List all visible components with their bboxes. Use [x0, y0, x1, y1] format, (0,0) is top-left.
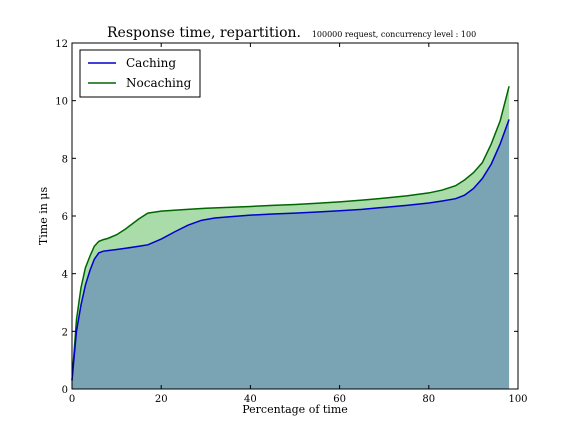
x-tick-label: 0 [69, 394, 75, 405]
y-tick-label: 6 [62, 212, 68, 223]
chart-subtitle: 100000 request, concurrency level : 100 [312, 30, 476, 39]
y-tick-label: 2 [62, 327, 68, 338]
x-axis-label: Percentage of time [242, 403, 348, 416]
y-tick-label: 4 [62, 270, 68, 281]
y-axis-label: Time in μs [37, 187, 50, 246]
legend-label-nocaching: Nocaching [126, 76, 192, 90]
legend: Caching Nocaching [80, 50, 200, 97]
plot-area [72, 86, 509, 389]
chart-title: Response time, repartition. [107, 25, 301, 41]
x-tick-label: 20 [155, 394, 168, 405]
y-tick-label: 12 [55, 39, 68, 50]
x-tick-label: 80 [422, 394, 435, 405]
x-tick-label: 100 [508, 394, 527, 405]
y-tick-label: 0 [62, 385, 68, 396]
y-tick-label: 10 [55, 97, 68, 108]
y-tick-label: 8 [62, 154, 68, 165]
legend-label-caching: Caching [126, 56, 176, 70]
area-fill-caching [72, 119, 509, 389]
